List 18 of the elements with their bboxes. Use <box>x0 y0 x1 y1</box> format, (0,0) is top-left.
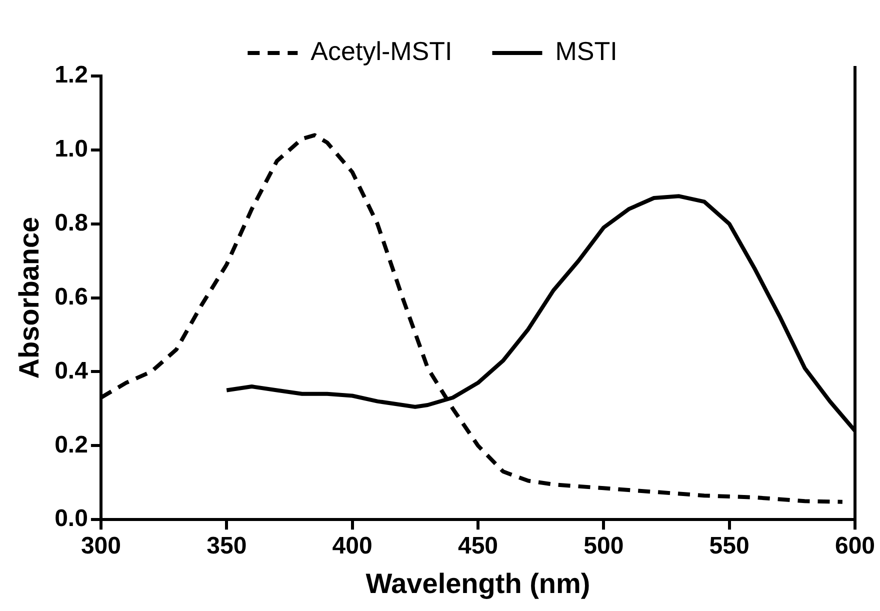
y-tick-label: 0.2 <box>54 431 88 458</box>
y-tick-label: 0.8 <box>54 209 88 236</box>
x-tick-label: 450 <box>458 532 498 560</box>
x-tick-label: 300 <box>80 532 121 560</box>
x-tick-label: 400 <box>332 532 372 560</box>
y-axis-title: Absorbance <box>14 216 45 379</box>
y-tick-label: 0.6 <box>54 283 88 310</box>
y-tick-label: 0.4 <box>54 357 89 384</box>
legend-label: Acetyl-MSTI <box>310 36 452 66</box>
x-axis-title: Wavelength (nm) <box>366 568 590 599</box>
y-tick-label: 1.2 <box>54 62 88 89</box>
y-tick-label: 1.0 <box>54 136 88 163</box>
y-tick-label: 0.0 <box>54 505 88 532</box>
x-tick-label: 350 <box>206 532 247 560</box>
x-tick-label: 550 <box>709 532 750 560</box>
legend-label: MSTI <box>555 36 618 66</box>
x-tick-label: 500 <box>584 532 624 560</box>
x-tick-label: 600 <box>834 532 876 560</box>
